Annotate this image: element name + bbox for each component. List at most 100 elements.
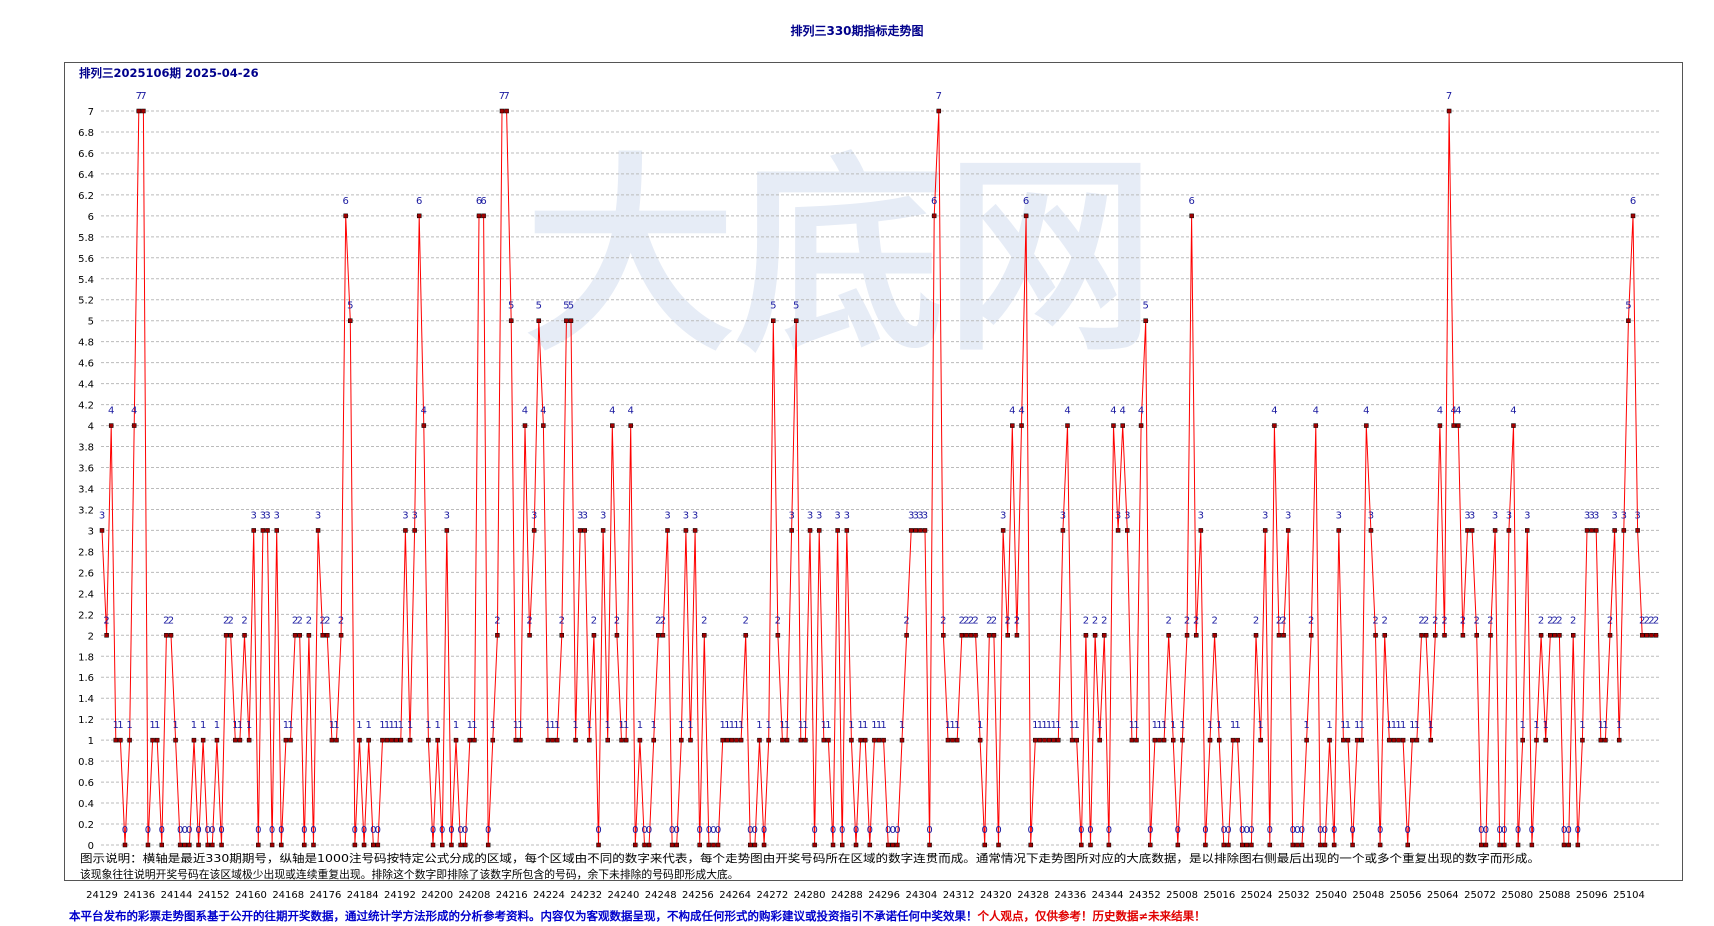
data-point bbox=[1621, 528, 1627, 533]
data-point bbox=[256, 842, 261, 848]
y-tick-label: 6 bbox=[88, 212, 94, 223]
data-point bbox=[931, 213, 937, 219]
data-label: 1 bbox=[1170, 720, 1176, 731]
data-label: 1 bbox=[191, 720, 197, 731]
data-point bbox=[1626, 318, 1631, 323]
data-label: 1 bbox=[172, 720, 178, 731]
data-point bbox=[895, 842, 900, 848]
y-tick-label: 0.8 bbox=[78, 757, 94, 768]
data-label: 1 bbox=[798, 720, 804, 731]
data-point bbox=[1534, 737, 1539, 743]
data-label: 0 bbox=[669, 825, 675, 836]
data-label: 4 bbox=[1313, 406, 1319, 417]
data-point bbox=[108, 423, 114, 428]
data-point bbox=[600, 528, 606, 533]
data-point bbox=[665, 528, 670, 533]
data-label: 1 bbox=[954, 720, 960, 731]
data-label: 1 bbox=[490, 720, 496, 731]
data-point bbox=[692, 528, 698, 533]
data-point bbox=[1630, 213, 1636, 219]
data-label: 1 bbox=[857, 720, 863, 731]
data-label: 1 bbox=[388, 720, 394, 731]
data-label: 3 bbox=[1492, 510, 1498, 521]
data-label: 2 bbox=[972, 615, 978, 626]
data-point bbox=[1331, 842, 1337, 848]
data-label: 5 bbox=[568, 301, 574, 312]
data-point bbox=[421, 423, 427, 428]
x-tick-label: 24224 bbox=[533, 890, 565, 901]
plot-frame bbox=[64, 62, 1683, 881]
data-point bbox=[462, 842, 468, 848]
data-point bbox=[1060, 528, 1066, 533]
x-tick-label: 24304 bbox=[905, 890, 937, 901]
data-label: 0 bbox=[485, 825, 491, 836]
data-point bbox=[1111, 423, 1116, 428]
data-point bbox=[297, 633, 302, 638]
y-tick-label: 1 bbox=[88, 736, 94, 747]
data-point bbox=[899, 737, 905, 743]
data-point bbox=[591, 633, 597, 638]
data-point bbox=[950, 737, 955, 743]
data-point bbox=[325, 633, 330, 638]
data-point bbox=[780, 737, 785, 743]
data-point bbox=[816, 528, 822, 533]
data-label: 1 bbox=[471, 720, 477, 731]
data-point bbox=[1304, 737, 1309, 743]
data-point bbox=[1635, 528, 1640, 533]
y-tick-label: 5.6 bbox=[78, 254, 94, 265]
data-point bbox=[150, 737, 155, 743]
data-label: 1 bbox=[1602, 720, 1608, 731]
data-point bbox=[830, 842, 836, 848]
data-label: 2 bbox=[655, 615, 661, 626]
data-label: 3 bbox=[1124, 510, 1130, 521]
data-point bbox=[964, 633, 969, 638]
data-label: 0 bbox=[1147, 825, 1153, 836]
data-point bbox=[1189, 213, 1194, 219]
data-point bbox=[439, 842, 445, 848]
data-point bbox=[1285, 528, 1291, 533]
data-label: 1 bbox=[287, 720, 293, 731]
data-label: 4 bbox=[522, 406, 528, 417]
x-tick-label: 24296 bbox=[868, 890, 900, 901]
data-label: 1 bbox=[1161, 720, 1167, 731]
data-label: 2 bbox=[1184, 615, 1190, 626]
data-point bbox=[1069, 737, 1075, 743]
data-point bbox=[1088, 842, 1093, 848]
data-label: 3 bbox=[1506, 510, 1512, 521]
data-point bbox=[1051, 737, 1056, 743]
data-label: 2 bbox=[903, 615, 909, 626]
data-point bbox=[1166, 633, 1171, 638]
data-point bbox=[725, 737, 730, 743]
data-label: 6 bbox=[931, 196, 937, 207]
x-tick-label: 24336 bbox=[1054, 890, 1086, 901]
data-label: 3 bbox=[251, 510, 257, 521]
data-label: 1 bbox=[453, 720, 459, 731]
data-label: 3 bbox=[260, 510, 266, 521]
y-tick-label: 0 bbox=[88, 841, 94, 852]
data-label: 4 bbox=[540, 406, 546, 417]
data-label: 0 bbox=[839, 825, 845, 836]
disclaimer-text: 本平台发布的彩票走势图系基于公开的往期开奖数据，通过统计学方法形成的分析参考资料… bbox=[69, 909, 978, 923]
data-point bbox=[761, 842, 767, 848]
data-point bbox=[1249, 842, 1254, 848]
data-label: 2 bbox=[168, 615, 174, 626]
data-label: 1 bbox=[756, 720, 762, 731]
data-label: 1 bbox=[977, 720, 983, 731]
y-tick-label: 6.6 bbox=[78, 149, 94, 160]
data-label: 3 bbox=[1115, 510, 1121, 521]
data-point bbox=[99, 528, 105, 533]
data-point bbox=[1502, 842, 1507, 848]
data-label: 2 bbox=[1308, 615, 1314, 626]
data-label: 0 bbox=[439, 825, 445, 836]
data-label: 0 bbox=[1349, 825, 1355, 836]
data-label: 4 bbox=[1451, 406, 1457, 417]
data-label: 1 bbox=[765, 720, 771, 731]
x-tick-label: 24184 bbox=[347, 890, 379, 901]
data-point bbox=[1010, 423, 1015, 428]
data-point bbox=[352, 842, 358, 848]
data-point bbox=[518, 737, 523, 743]
data-label: 1 bbox=[434, 720, 440, 731]
data-label: 1 bbox=[126, 720, 132, 731]
data-point bbox=[416, 213, 422, 219]
data-point bbox=[1488, 633, 1493, 638]
